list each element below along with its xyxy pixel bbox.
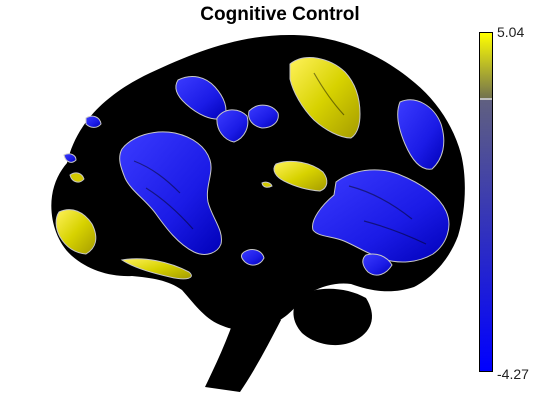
activation-yellow-inferior-left xyxy=(55,209,97,255)
activation-blue-large-left xyxy=(119,131,222,255)
figure-title: Cognitive Control xyxy=(200,4,360,25)
activation-blue-frontal-small xyxy=(63,153,77,163)
activation-clusters xyxy=(55,57,450,280)
activation-blue-mid xyxy=(248,104,279,129)
activation-yellow-small-1 xyxy=(261,181,273,188)
activation-yellow-superior xyxy=(289,57,361,139)
colorbar-min-label: -4.27 xyxy=(497,366,529,382)
activation-blue-premotor xyxy=(216,109,249,143)
activation-yellow-small-2 xyxy=(69,172,85,183)
activation-yellow-inferior-temporal xyxy=(120,258,192,280)
activation-blue-parietal xyxy=(397,99,445,170)
colorbar-threshold-line xyxy=(480,98,492,101)
brain-surface xyxy=(51,34,465,392)
activation-blue-posterior-large xyxy=(312,169,450,263)
activation-blue-occipital-small xyxy=(85,115,102,128)
colorbar xyxy=(479,32,493,372)
activation-blue-posterior-small xyxy=(362,253,393,276)
activation-blue-temporal-small xyxy=(241,249,265,266)
colorbar-max-label: 5.04 xyxy=(497,24,525,40)
activation-yellow-central xyxy=(273,160,328,192)
